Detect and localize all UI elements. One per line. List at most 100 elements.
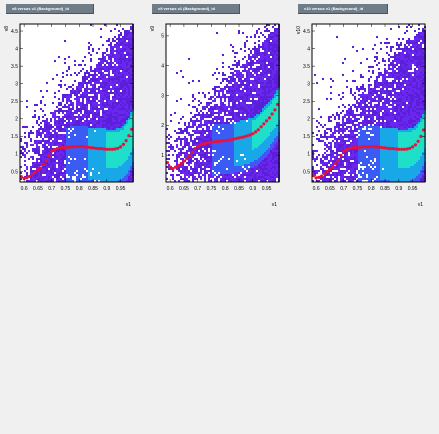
profile-point (130, 127, 134, 131)
profile-point (333, 162, 337, 166)
profile-point (171, 167, 175, 171)
y-tick-label: 3 (15, 81, 18, 87)
profile-point (265, 119, 269, 123)
x-tick-label: 0.75 (353, 186, 363, 192)
x-tick-label: 0.7 (48, 186, 55, 192)
profile-point (127, 134, 131, 138)
profile-point (187, 154, 191, 158)
profile-point (242, 135, 247, 139)
y-tick-label: 1 (161, 153, 164, 159)
profile-point (237, 136, 241, 140)
y-tick-label: 0.5 (11, 169, 18, 175)
x-tick-label: 0.8 (76, 186, 83, 192)
profile-point (273, 108, 277, 112)
profile-point (44, 159, 48, 163)
plot-frame (165, 23, 280, 183)
profile-point (61, 146, 65, 150)
profile-point (240, 135, 244, 139)
y-tick-label: 2 (307, 117, 310, 123)
profile-point (105, 147, 109, 151)
profile-point (168, 165, 172, 169)
profile-point (276, 102, 280, 107)
profile-point (165, 161, 169, 165)
profile-point (350, 146, 354, 150)
profile-point (413, 143, 417, 147)
profile-point (33, 170, 37, 174)
profile-point (391, 147, 395, 151)
profile-point (317, 175, 321, 179)
profile-point (218, 139, 222, 143)
profile-point (99, 147, 103, 151)
y-tick-label: 3 (307, 81, 310, 87)
y-tick-label: 0.5 (303, 169, 310, 175)
profile-point (267, 116, 271, 120)
chart-title-v8: v8 versus v1 (Background)_id (6, 4, 94, 14)
density-heatmap (312, 24, 426, 182)
profile-point (397, 147, 401, 151)
profile-point (198, 143, 203, 147)
profile-point (322, 172, 326, 176)
y-axis-label: v10 (296, 26, 302, 34)
profile-point (328, 167, 332, 171)
x-tick-label: 0.9 (395, 186, 402, 192)
y-tick-label: 4.5 (11, 29, 18, 35)
profile-point (96, 147, 101, 151)
profile-point (196, 144, 200, 148)
chart-panel-v8: 0.6 0.65 0.7 0.75 0.8 0.85 0.9 0.95 0.5 1 1.5 2 2.5 3… (0, 0, 146, 215)
x-tick-label: 0.85 (380, 186, 390, 192)
y-tick-label: 3 (161, 93, 164, 99)
profile-point (69, 145, 73, 149)
profile-point (256, 128, 260, 132)
profile-point (342, 149, 346, 153)
profile-point (377, 145, 382, 149)
profile-point (419, 134, 423, 138)
profile-point (254, 130, 258, 134)
profile-point (204, 141, 208, 145)
y-tick-label: 2.5 (303, 99, 310, 105)
profile-point (212, 140, 216, 144)
x-tick-label: 0.85 (88, 186, 98, 192)
profile-point (91, 146, 95, 150)
y-tick-label: 4 (307, 46, 310, 52)
profile-point (226, 138, 230, 142)
profile-point (361, 145, 365, 149)
profile-point (325, 169, 329, 174)
profile-point (22, 176, 26, 181)
profile-point (80, 144, 84, 149)
y-tick-label: 2.5 (11, 99, 18, 105)
profile-point (58, 146, 62, 150)
profile-point (248, 133, 252, 137)
profile-point (209, 140, 214, 144)
y-tick-label: 2 (161, 123, 164, 129)
x-tick-label: 0.7 (340, 186, 347, 192)
profile-point (234, 136, 238, 141)
profile-point (179, 161, 183, 166)
profile-point (366, 145, 371, 149)
profile-point (314, 176, 318, 180)
profile-point (113, 147, 117, 151)
profile-point (245, 134, 249, 138)
y-tick-label: 1 (307, 152, 310, 158)
profile-point (185, 157, 189, 161)
profile-point (176, 164, 180, 168)
profile-point (85, 145, 90, 149)
profile-point (110, 147, 114, 151)
profile-point (358, 145, 362, 149)
x-tick-label: 0.65 (179, 186, 189, 192)
profile-point (220, 139, 225, 143)
profile-point (72, 145, 76, 149)
plot-frame (311, 23, 426, 183)
profile-point (270, 112, 274, 116)
profile-point (231, 137, 236, 141)
profile-point (375, 145, 379, 149)
profile-point (339, 153, 343, 157)
profile-point (39, 166, 43, 170)
profile-point (36, 168, 40, 172)
x-tick-label: 0.9 (249, 186, 256, 192)
x-axis-label: v1 (418, 202, 424, 208)
profile-point (63, 146, 68, 150)
profile-point (207, 141, 211, 145)
profile-point (124, 139, 128, 143)
x-tick-label: 0.65 (33, 186, 43, 192)
profile-point (119, 145, 123, 149)
